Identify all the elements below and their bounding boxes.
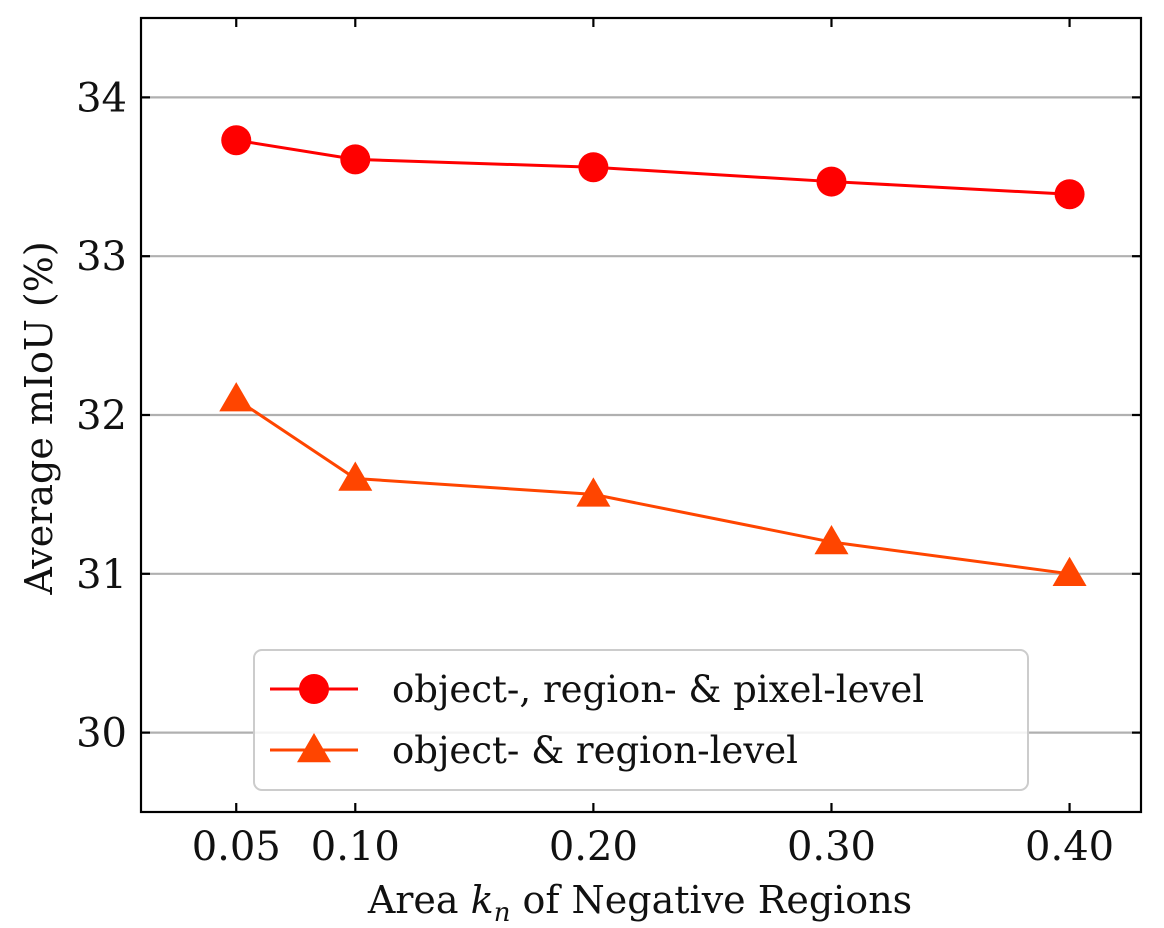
y-tick-label: 34: [76, 75, 127, 121]
legend-entry: object-, region- & pixel-level: [270, 668, 924, 711]
x-axis-label: Area kn of Negative Regions: [367, 878, 912, 928]
series-object-region-level: [219, 382, 1087, 587]
legend-items: object-, region- & pixel-level object- & …: [270, 668, 924, 772]
data-point-triangle: [1052, 556, 1087, 587]
x-tick-label: 0.20: [549, 824, 638, 870]
x-axis-label-var: k: [471, 878, 494, 922]
x-tick-label: 0.05: [192, 824, 281, 870]
tick-labels: 30 31 32 33 34 0.05 0.10 0.20 0.30 0.40: [76, 75, 1114, 870]
legend-marker-circle: [299, 674, 329, 704]
y-tick-label: 31: [76, 552, 127, 598]
data-point-triangle: [814, 525, 849, 555]
data-point-circle: [340, 144, 371, 175]
x-axis-label-post: of Negative Regions: [510, 878, 912, 922]
legend-box: [253, 649, 1029, 791]
data-point-triangle: [338, 461, 373, 491]
x-axis-label-sub: n: [494, 898, 511, 928]
y-axis-label: Average mIoU (%): [17, 241, 61, 595]
data-point-circle: [816, 166, 847, 197]
legend-entry: object- & region-level: [270, 729, 798, 772]
series-layer: [219, 125, 1087, 587]
data-point-triangle: [576, 477, 611, 507]
series-object-region-pixel-level: [221, 125, 1085, 210]
x-tick-label: 0.40: [1025, 824, 1114, 870]
y-tick-label: 32: [76, 393, 127, 439]
legend-marker-triangle: [297, 733, 331, 763]
data-point-circle: [1054, 179, 1085, 210]
y-tick-label: 30: [76, 711, 127, 757]
data-point-circle: [221, 125, 252, 156]
x-tick-label: 0.10: [311, 824, 400, 870]
y-tick-label: 33: [76, 234, 127, 280]
data-point-circle: [578, 152, 609, 183]
x-tick-label: 0.30: [787, 824, 876, 870]
legend-label: object-, region- & pixel-level: [392, 668, 924, 711]
legend: object-, region- & pixel-level object- & …: [253, 649, 1029, 791]
ticks: [141, 18, 1141, 812]
data-point-triangle: [219, 382, 254, 412]
legend-label: object- & region-level: [392, 729, 798, 772]
x-axis-label-pre: Area: [367, 878, 471, 922]
